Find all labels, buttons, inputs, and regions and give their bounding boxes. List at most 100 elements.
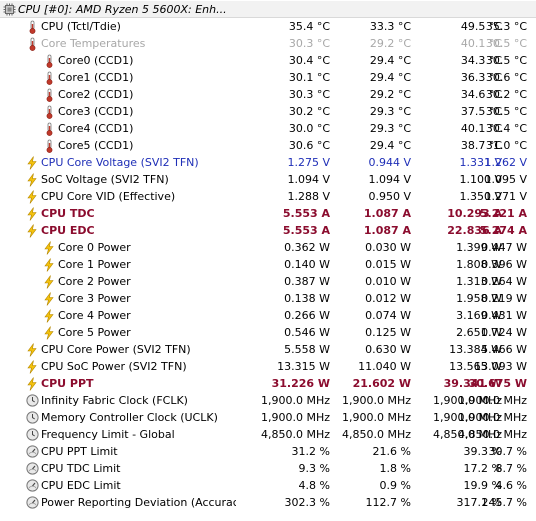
sensor-rows: CPU (Tctl/Tdie) 35.4 °C 33.3 °C 49.5 °C 35.3… bbox=[0, 18, 536, 511]
avg-value: 13.093 W bbox=[474, 360, 527, 373]
min-value: 1.094 V bbox=[368, 173, 411, 186]
lightning-icon bbox=[25, 375, 39, 392]
sensor-label: Core5 (CCD1) bbox=[58, 139, 134, 152]
sensor-row[interactable]: Core 2 Power 0.387 W 0.010 W 1.313 W 0.264 W bbox=[0, 273, 536, 290]
max-value: 22.836 A bbox=[447, 224, 502, 237]
min-value: 1,900.0 MHz bbox=[341, 394, 411, 407]
sensor-row[interactable]: CPU EDC 5.553 A 1.087 A 22.836 A 5.274 A bbox=[0, 222, 536, 239]
sensor-row[interactable]: Core5 (CCD1) 30.6 °C 29.4 °C 38.7 °C 31.0 °C bbox=[0, 137, 536, 154]
thermometer-icon bbox=[42, 103, 56, 120]
sensor-row[interactable]: Core 3 Power 0.138 W 0.012 W 1.958 W 0.219 W bbox=[0, 290, 536, 307]
sensor-row[interactable]: SoC Voltage (SVI2 TFN) 1.094 V 1.094 V 1.10… bbox=[0, 171, 536, 188]
current-value: 1.275 V bbox=[287, 156, 330, 169]
min-value: 0.9 % bbox=[379, 479, 411, 492]
thermometer-icon bbox=[42, 69, 56, 86]
min-value: 4,850.0 MHz bbox=[341, 428, 411, 441]
sensor-row[interactable]: Core 1 Power 0.140 W 0.015 W 1.808 W 0.396 W bbox=[0, 256, 536, 273]
current-value: 5.553 A bbox=[282, 207, 330, 220]
sensor-label: Core 4 Power bbox=[58, 309, 131, 322]
current-value: 31.226 W bbox=[271, 377, 330, 390]
sensor-row[interactable]: Power Reporting Deviation (Accuracy) 302.… bbox=[0, 494, 536, 511]
sensor-row[interactable]: CPU PPT Limit 31.2 % 21.6 % 39.3 % 30.7 % bbox=[0, 443, 536, 460]
min-value: 21.6 % bbox=[372, 445, 411, 458]
lightning-icon bbox=[25, 222, 39, 239]
max-value: 36.3 °C bbox=[460, 71, 502, 84]
avg-value: 5.466 W bbox=[481, 343, 527, 356]
avg-value: 30.675 W bbox=[468, 377, 527, 390]
lightning-icon bbox=[42, 239, 56, 256]
sensor-row[interactable]: CPU SoC Power (SVI2 TFN) 13.315 W 11.040 W… bbox=[0, 358, 536, 375]
thermometer-icon bbox=[42, 137, 56, 154]
sensor-label: CPU Core Power (SVI2 TFN) bbox=[41, 343, 191, 356]
sensor-row[interactable]: Core3 (CCD1) 30.2 °C 29.3 °C 37.5 °C 30.5 °C bbox=[0, 103, 536, 120]
sensor-row[interactable]: Infinity Fabric Clock (FCLK) 1,900.0 MHz 1… bbox=[0, 392, 536, 409]
thermometer-icon bbox=[42, 86, 56, 103]
avg-value: 0.431 W bbox=[481, 309, 527, 322]
sensor-row[interactable]: CPU Core Power (SVI2 TFN) 5.558 W 0.630 W 1… bbox=[0, 341, 536, 358]
current-value: 30.0 °C bbox=[288, 122, 330, 135]
sensor-row[interactable]: Core 4 Power 0.266 W 0.074 W 3.169 W 0.431 W bbox=[0, 307, 536, 324]
lightning-icon bbox=[25, 205, 39, 222]
thermometer-icon bbox=[42, 120, 56, 137]
min-value: 29.3 °C bbox=[369, 122, 411, 135]
sensor-row[interactable]: Core0 (CCD1) 30.4 °C 29.4 °C 34.3 °C 30.5 °C bbox=[0, 52, 536, 69]
sensor-row[interactable]: Core 0 Power 0.362 W 0.030 W 1.399 W 0.447 W bbox=[0, 239, 536, 256]
current-value: 0.362 W bbox=[284, 241, 330, 254]
sensor-row[interactable]: CPU Core Voltage (SVI2 TFN) 1.275 V 0.944 … bbox=[0, 154, 536, 171]
current-value: 5.558 W bbox=[284, 343, 330, 356]
min-value: 21.602 W bbox=[352, 377, 411, 390]
current-value: 30.3 °C bbox=[288, 88, 330, 101]
current-value: 4,850.0 MHz bbox=[260, 428, 330, 441]
avg-value: 0.219 W bbox=[481, 292, 527, 305]
sensor-row[interactable]: Core Temperatures 30.3 °C 29.2 °C 40.1 °C 30… bbox=[0, 35, 536, 52]
sensor-row[interactable]: Memory Controller Clock (UCLK) 1,900.0 MH… bbox=[0, 409, 536, 426]
min-value: 33.3 °C bbox=[369, 20, 411, 33]
lightning-icon bbox=[42, 256, 56, 273]
sensor-row[interactable]: CPU Core VID (Effective) 1.288 V 0.950 V 1.… bbox=[0, 188, 536, 205]
sensor-row[interactable]: Frequency Limit - Global 4,850.0 MHz 4,850… bbox=[0, 426, 536, 443]
sensor-row[interactable]: CPU PPT 31.226 W 21.602 W 39.341 W 30.675 W bbox=[0, 375, 536, 392]
sensor-row[interactable]: CPU EDC Limit 4.8 % 0.9 % 19.9 % 4.6 % bbox=[0, 477, 536, 494]
sensor-row[interactable]: CPU (Tctl/Tdie) 35.4 °C 33.3 °C 49.5 °C 35.3… bbox=[0, 18, 536, 35]
avg-value: 5.221 A bbox=[479, 207, 527, 220]
sensor-row[interactable]: Core2 (CCD1) 30.3 °C 29.2 °C 34.6 °C 30.2 °C bbox=[0, 86, 536, 103]
thermometer-icon bbox=[42, 52, 56, 69]
sensor-label: CPU (Tctl/Tdie) bbox=[41, 20, 121, 33]
avg-value: 1.262 V bbox=[484, 156, 527, 169]
current-value: 30.2 °C bbox=[288, 105, 330, 118]
sensor-label: CPU EDC bbox=[41, 224, 95, 237]
sensor-label: Power Reporting Deviation (Accuracy) bbox=[41, 496, 236, 509]
lightning-icon bbox=[25, 154, 39, 171]
current-value: 30.4 °C bbox=[288, 54, 330, 67]
avg-value: 31.0 °C bbox=[485, 139, 527, 152]
max-value: 4,850.0 MHz bbox=[432, 428, 502, 441]
sensor-row[interactable]: Core 5 Power 0.546 W 0.125 W 2.651 W 0.724 W bbox=[0, 324, 536, 341]
current-value: 1.288 V bbox=[287, 190, 330, 203]
lightning-icon bbox=[25, 188, 39, 205]
sensor-row[interactable]: CPU TDC 5.553 A 1.087 A 10.293 A 5.221 A bbox=[0, 205, 536, 222]
sensor-label: CPU PPT bbox=[41, 377, 94, 390]
min-value: 0.074 W bbox=[365, 309, 411, 322]
cpu-chip-icon bbox=[2, 1, 16, 18]
max-value: 40.1 °C bbox=[460, 37, 502, 50]
min-value: 0.010 W bbox=[365, 275, 411, 288]
sensor-group-header[interactable]: CPU [#0]: AMD Ryzen 5 5600X: Enh... bbox=[0, 1, 536, 18]
current-value: 4.8 % bbox=[298, 479, 330, 492]
min-value: 1.8 % bbox=[379, 462, 411, 475]
current-value: 5.553 A bbox=[282, 224, 330, 237]
sensor-row[interactable]: Core4 (CCD1) 30.0 °C 29.3 °C 40.1 °C 30.4 °C bbox=[0, 120, 536, 137]
sensor-row[interactable]: CPU TDC Limit 9.3 % 1.8 % 17.2 % 8.7 % bbox=[0, 460, 536, 477]
max-value: 1.100 V bbox=[459, 173, 502, 186]
avg-value: 5.274 A bbox=[479, 224, 527, 237]
sensor-label: SoC Voltage (SVI2 TFN) bbox=[41, 173, 169, 186]
avg-value: 30.5 °C bbox=[485, 54, 527, 67]
sensor-label: CPU SoC Power (SVI2 TFN) bbox=[41, 360, 187, 373]
current-value: 0.387 W bbox=[284, 275, 330, 288]
min-value: 0.630 W bbox=[365, 343, 411, 356]
current-value: 30.1 °C bbox=[288, 71, 330, 84]
lightning-icon bbox=[42, 273, 56, 290]
sensor-row[interactable]: Core1 (CCD1) 30.1 °C 29.4 °C 36.3 °C 30.6 °C bbox=[0, 69, 536, 86]
sensor-label: Core0 (CCD1) bbox=[58, 54, 134, 67]
avg-value: 30.4 °C bbox=[485, 122, 527, 135]
min-value: 1.087 A bbox=[363, 207, 411, 220]
